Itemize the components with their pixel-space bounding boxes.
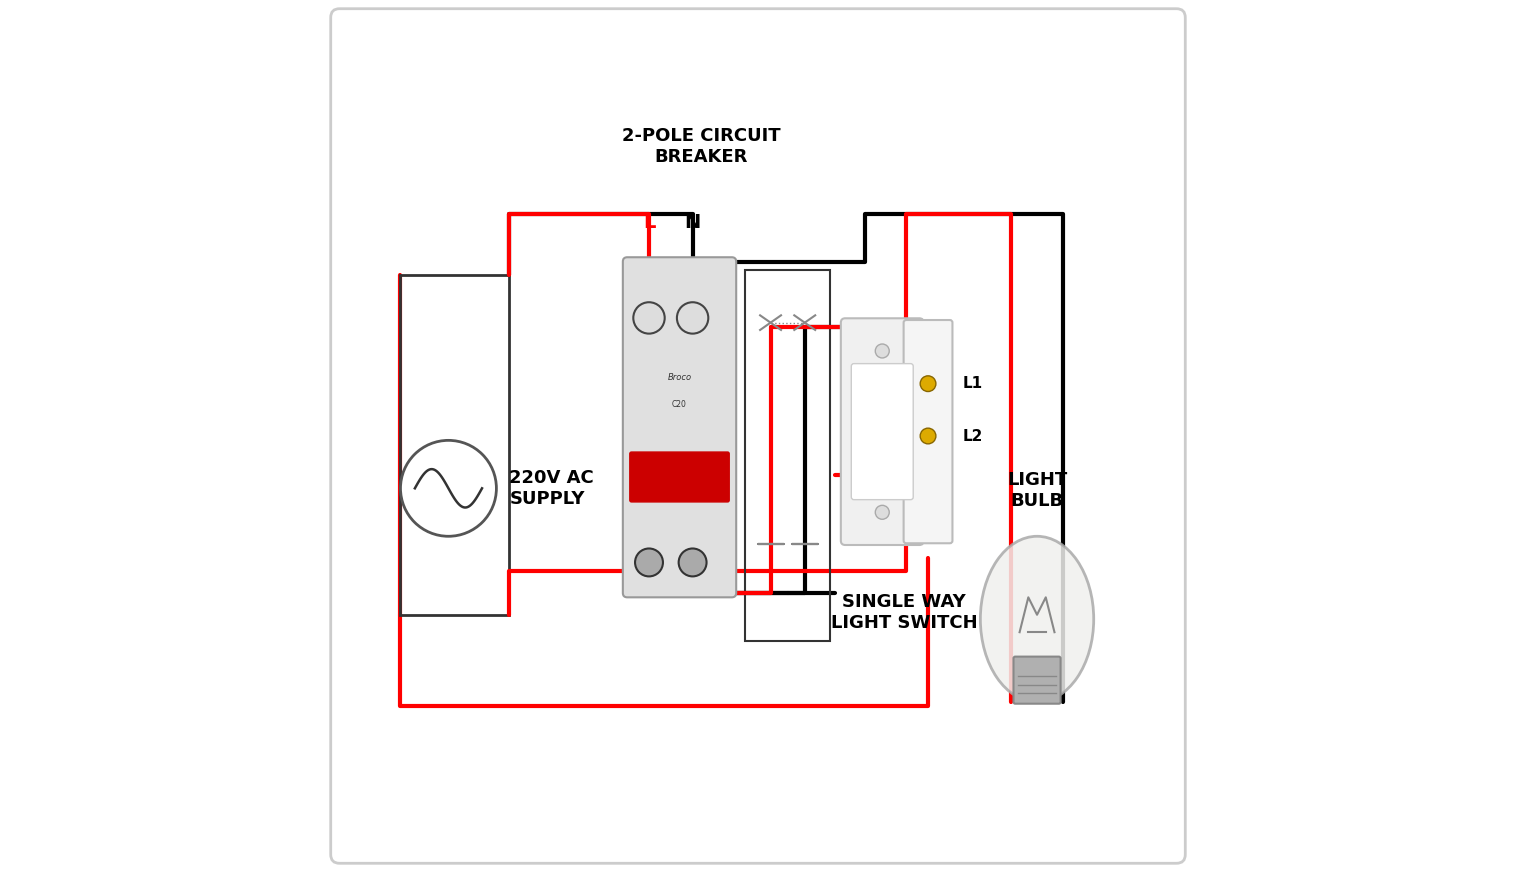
Text: 2-POLE CIRCUIT
BREAKER: 2-POLE CIRCUIT BREAKER [622,127,781,166]
Text: SINGLE WAY
LIGHT SWITCH: SINGLE WAY LIGHT SWITCH [831,593,978,631]
Text: C20: C20 [672,399,687,409]
Circle shape [920,376,935,392]
FancyBboxPatch shape [852,364,913,500]
Circle shape [400,440,496,536]
Circle shape [634,303,664,334]
FancyBboxPatch shape [623,257,737,597]
Text: L2: L2 [963,428,984,444]
Text: N: N [685,213,700,232]
Text: L: L [643,213,655,232]
Circle shape [679,548,706,576]
FancyBboxPatch shape [1014,657,1061,704]
Circle shape [920,428,935,444]
Text: LIGHT
BULB: LIGHT BULB [1007,472,1067,510]
FancyBboxPatch shape [904,320,952,543]
Circle shape [875,344,890,358]
Circle shape [635,548,662,576]
Circle shape [875,506,890,519]
FancyBboxPatch shape [629,452,729,502]
Circle shape [678,303,708,334]
Text: Broco: Broco [667,373,691,382]
Text: 220V AC
SUPPLY: 220V AC SUPPLY [509,469,594,508]
Text: L1: L1 [963,376,982,392]
FancyBboxPatch shape [330,9,1186,863]
FancyBboxPatch shape [841,318,923,545]
Ellipse shape [981,536,1093,702]
